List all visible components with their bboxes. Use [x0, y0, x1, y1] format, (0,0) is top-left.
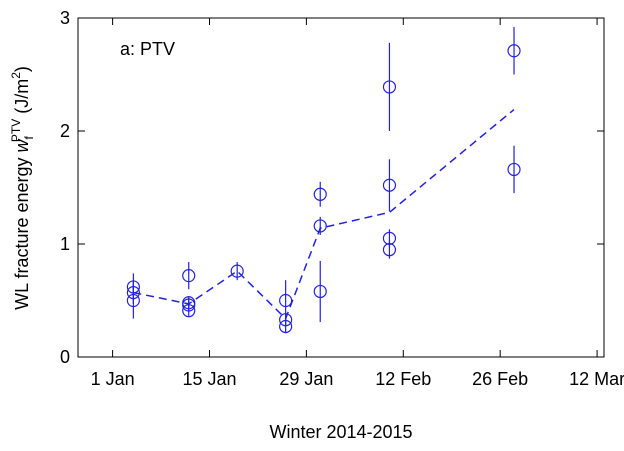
data-point: [313, 187, 327, 201]
annotation: a: PTV: [120, 39, 175, 59]
y-tick-label: 0: [60, 347, 70, 367]
data-point: [182, 304, 196, 318]
y-tick-label: 2: [60, 121, 70, 141]
x-tick-label: 1 Jan: [91, 369, 135, 389]
x-tick-label: 12 Mar: [569, 369, 624, 389]
x-tick-label: 29 Jan: [279, 369, 333, 389]
data-point: [313, 284, 327, 299]
data-point: [126, 293, 140, 308]
data-point: [382, 178, 397, 192]
plot-frame: [77, 17, 605, 358]
y-label-part: ): [12, 66, 32, 72]
y-label-part: WL fracture energy: [12, 152, 32, 309]
y-label-part: PTV: [9, 119, 23, 142]
data-point: [279, 319, 293, 334]
data-point: [182, 269, 196, 283]
data-point: [279, 293, 293, 308]
y-axis-label: WL fracture energy wfPTV (J/m2): [9, 66, 36, 310]
y-tick-label: 1: [60, 234, 70, 254]
y-label-part: f: [22, 135, 36, 139]
data-point: [230, 264, 244, 278]
data-point: [313, 219, 327, 233]
x-tick-label: 15 Jan: [182, 369, 236, 389]
y-tick-label: 3: [60, 8, 70, 28]
x-tick-label: 12 Feb: [375, 369, 431, 389]
data-point: [382, 243, 397, 257]
x-tick-label: 26 Feb: [472, 369, 528, 389]
y-label-part: 2: [9, 72, 23, 79]
y-label-part: (J/m: [12, 79, 32, 119]
trend-line: [133, 108, 515, 320]
data-point: [507, 44, 521, 58]
data-point: [382, 80, 397, 94]
y-label-part: w: [12, 138, 32, 152]
x-axis-label: Winter 2014-2015: [269, 422, 412, 442]
data-point: [507, 162, 521, 177]
